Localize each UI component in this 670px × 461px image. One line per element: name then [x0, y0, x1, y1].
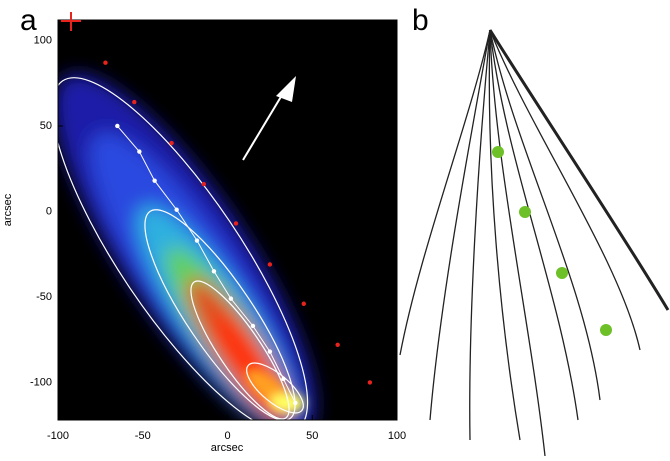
y-tick-label: 50 [40, 120, 52, 132]
point [234, 221, 238, 225]
figure: a arcsec arcsec b -100 -50 0 50 100 -100 -50 0 5… [0, 0, 670, 456]
x-tick-label: 0 [224, 430, 230, 442]
point [335, 343, 339, 347]
x-tick-label: 100 [388, 430, 406, 442]
point [268, 262, 272, 266]
point [212, 269, 216, 273]
x-tick-label: -100 [47, 430, 69, 442]
y-tick-label: -50 [36, 291, 52, 303]
x-axis-label: arcsec [211, 442, 244, 454]
y-tick-label: -100 [30, 376, 52, 388]
point [137, 149, 141, 153]
panel-label: a [20, 4, 37, 37]
point [281, 377, 285, 381]
point [132, 100, 136, 104]
markers [492, 146, 612, 336]
point [251, 324, 255, 328]
y-tick-label: 0 [46, 205, 52, 217]
point [202, 182, 206, 186]
point [302, 302, 306, 306]
point [195, 238, 199, 242]
point [174, 208, 178, 212]
point [368, 380, 372, 384]
point [169, 141, 173, 145]
x-tick-label: 50 [306, 430, 318, 442]
point [268, 349, 272, 353]
point [229, 296, 233, 300]
panel-label: b [412, 4, 429, 37]
point [103, 61, 107, 65]
point [152, 178, 156, 182]
streamlines [400, 30, 668, 456]
y-tick-label: 100 [34, 34, 52, 46]
point [115, 124, 119, 128]
x-tick-label: -50 [135, 430, 151, 442]
point [293, 401, 297, 405]
y-axis-label: arcsec [2, 193, 14, 226]
